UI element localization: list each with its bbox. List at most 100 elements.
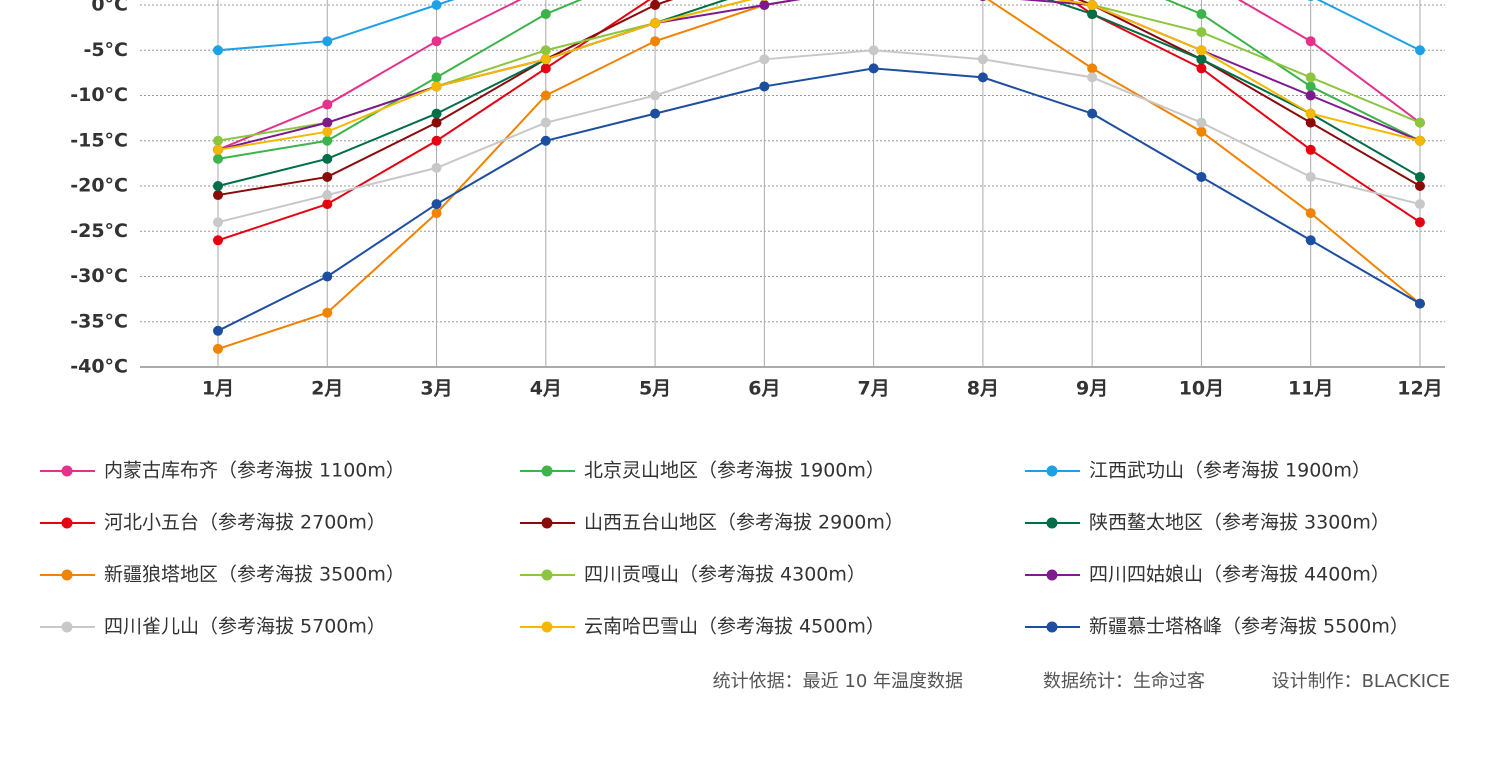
point <box>322 199 333 210</box>
series-line <box>217 49 1421 224</box>
y-tick-label: -30°C <box>70 265 128 287</box>
legend-label: 新疆慕士塔格峰（参考海拔 5500m） <box>1089 616 1409 638</box>
y-tick-label: -20°C <box>70 175 128 197</box>
point <box>1414 135 1425 146</box>
legend-marker <box>61 569 73 581</box>
point <box>213 217 223 228</box>
point <box>1087 9 1098 20</box>
point <box>650 18 661 29</box>
x-tick-label: 11月 <box>1288 378 1333 400</box>
point <box>1305 208 1316 219</box>
legend-label: 四川贡嘎山（参考海拔 4300m） <box>584 564 866 586</box>
legend-marker <box>541 517 553 529</box>
point <box>213 235 223 246</box>
point <box>1414 298 1425 309</box>
point <box>213 135 223 146</box>
y-tick-label: -5°C <box>83 39 128 61</box>
point <box>1196 63 1207 74</box>
legend-label: 陕西鳌太地区（参考海拔 3300m） <box>1089 512 1390 534</box>
legend-label: 山西五台山地区（参考海拔 2900m） <box>584 512 904 534</box>
point <box>431 72 442 83</box>
series-line <box>217 0 1421 151</box>
point <box>650 0 661 10</box>
legend-label: 四川四姑娘山（参考海拔 4400m） <box>1089 564 1390 586</box>
legend-label: 内蒙古库布齐（参考海拔 1100m） <box>104 460 405 482</box>
legend-marker <box>1046 621 1058 633</box>
series-line <box>217 0 1421 151</box>
point <box>1414 199 1425 210</box>
x-tick-label: 4月 <box>530 378 562 400</box>
legend-marker <box>541 569 553 581</box>
series-line <box>217 0 1421 350</box>
point <box>1414 217 1425 228</box>
point <box>977 72 988 83</box>
point <box>1305 81 1316 92</box>
series-line <box>217 67 1421 332</box>
point <box>431 0 442 10</box>
point <box>979 0 986 1</box>
point <box>431 108 442 119</box>
legend-marker <box>1046 465 1058 477</box>
y-tick-label: -35°C <box>70 310 128 332</box>
point <box>1305 36 1316 47</box>
x-tick-label: 10月 <box>1179 378 1224 400</box>
point <box>1414 117 1425 128</box>
point <box>650 36 661 47</box>
series-line <box>217 0 1421 160</box>
legend-label: 江西武功山（参考海拔 1900m） <box>1089 460 1371 482</box>
point <box>1196 126 1207 137</box>
point <box>1196 171 1207 182</box>
point <box>322 99 333 110</box>
series-line <box>217 0 1421 151</box>
point <box>213 343 223 354</box>
point <box>650 90 661 101</box>
point <box>1087 108 1098 119</box>
point <box>1414 45 1425 56</box>
point <box>1305 90 1316 101</box>
point <box>213 144 223 155</box>
point <box>213 153 223 164</box>
y-tick-label: -25°C <box>70 220 128 242</box>
point <box>1087 63 1098 74</box>
legend-label: 四川雀儿山（参考海拔 5700m） <box>104 616 386 638</box>
series-line <box>217 0 1421 52</box>
point <box>977 54 988 65</box>
point <box>540 54 551 65</box>
point <box>322 171 333 182</box>
point <box>1305 235 1316 246</box>
y-tick-label: -15°C <box>70 129 128 151</box>
point <box>322 271 333 282</box>
series-line <box>217 0 1421 197</box>
legend-label: 河北小五台（参考海拔 2700m） <box>104 512 386 534</box>
footer-note: 统计依据：最近 10 年温度数据 <box>713 671 963 692</box>
legend-label: 云南哈巴雪山（参考海拔 4500m） <box>584 616 885 638</box>
legend-marker <box>1046 569 1058 581</box>
series-line <box>217 0 1421 242</box>
x-tick-label: 7月 <box>858 378 890 400</box>
point <box>1196 54 1207 65</box>
point <box>1305 117 1316 128</box>
point <box>759 54 770 65</box>
point <box>540 63 551 74</box>
point <box>322 36 333 47</box>
y-tick-label: -40°C <box>70 356 128 378</box>
x-tick-label: 9月 <box>1076 378 1108 400</box>
point <box>1414 181 1425 191</box>
point <box>1305 144 1316 155</box>
point <box>431 117 442 128</box>
point <box>322 135 333 146</box>
point <box>213 190 223 201</box>
point <box>322 190 333 201</box>
series-line <box>217 0 1421 142</box>
point <box>1307 0 1314 1</box>
point <box>1196 45 1207 56</box>
point <box>1305 171 1316 182</box>
point <box>213 181 223 191</box>
footer-note: 数据统计：生命过客 <box>1043 671 1205 692</box>
legend-marker <box>61 621 73 633</box>
x-tick-label: 2月 <box>311 378 343 400</box>
legend-marker <box>61 465 73 477</box>
point <box>540 135 551 146</box>
legend-label: 新疆狼塔地区（参考海拔 3500m） <box>104 564 405 586</box>
footer-note: 设计制作：BLACKICE <box>1272 671 1450 692</box>
